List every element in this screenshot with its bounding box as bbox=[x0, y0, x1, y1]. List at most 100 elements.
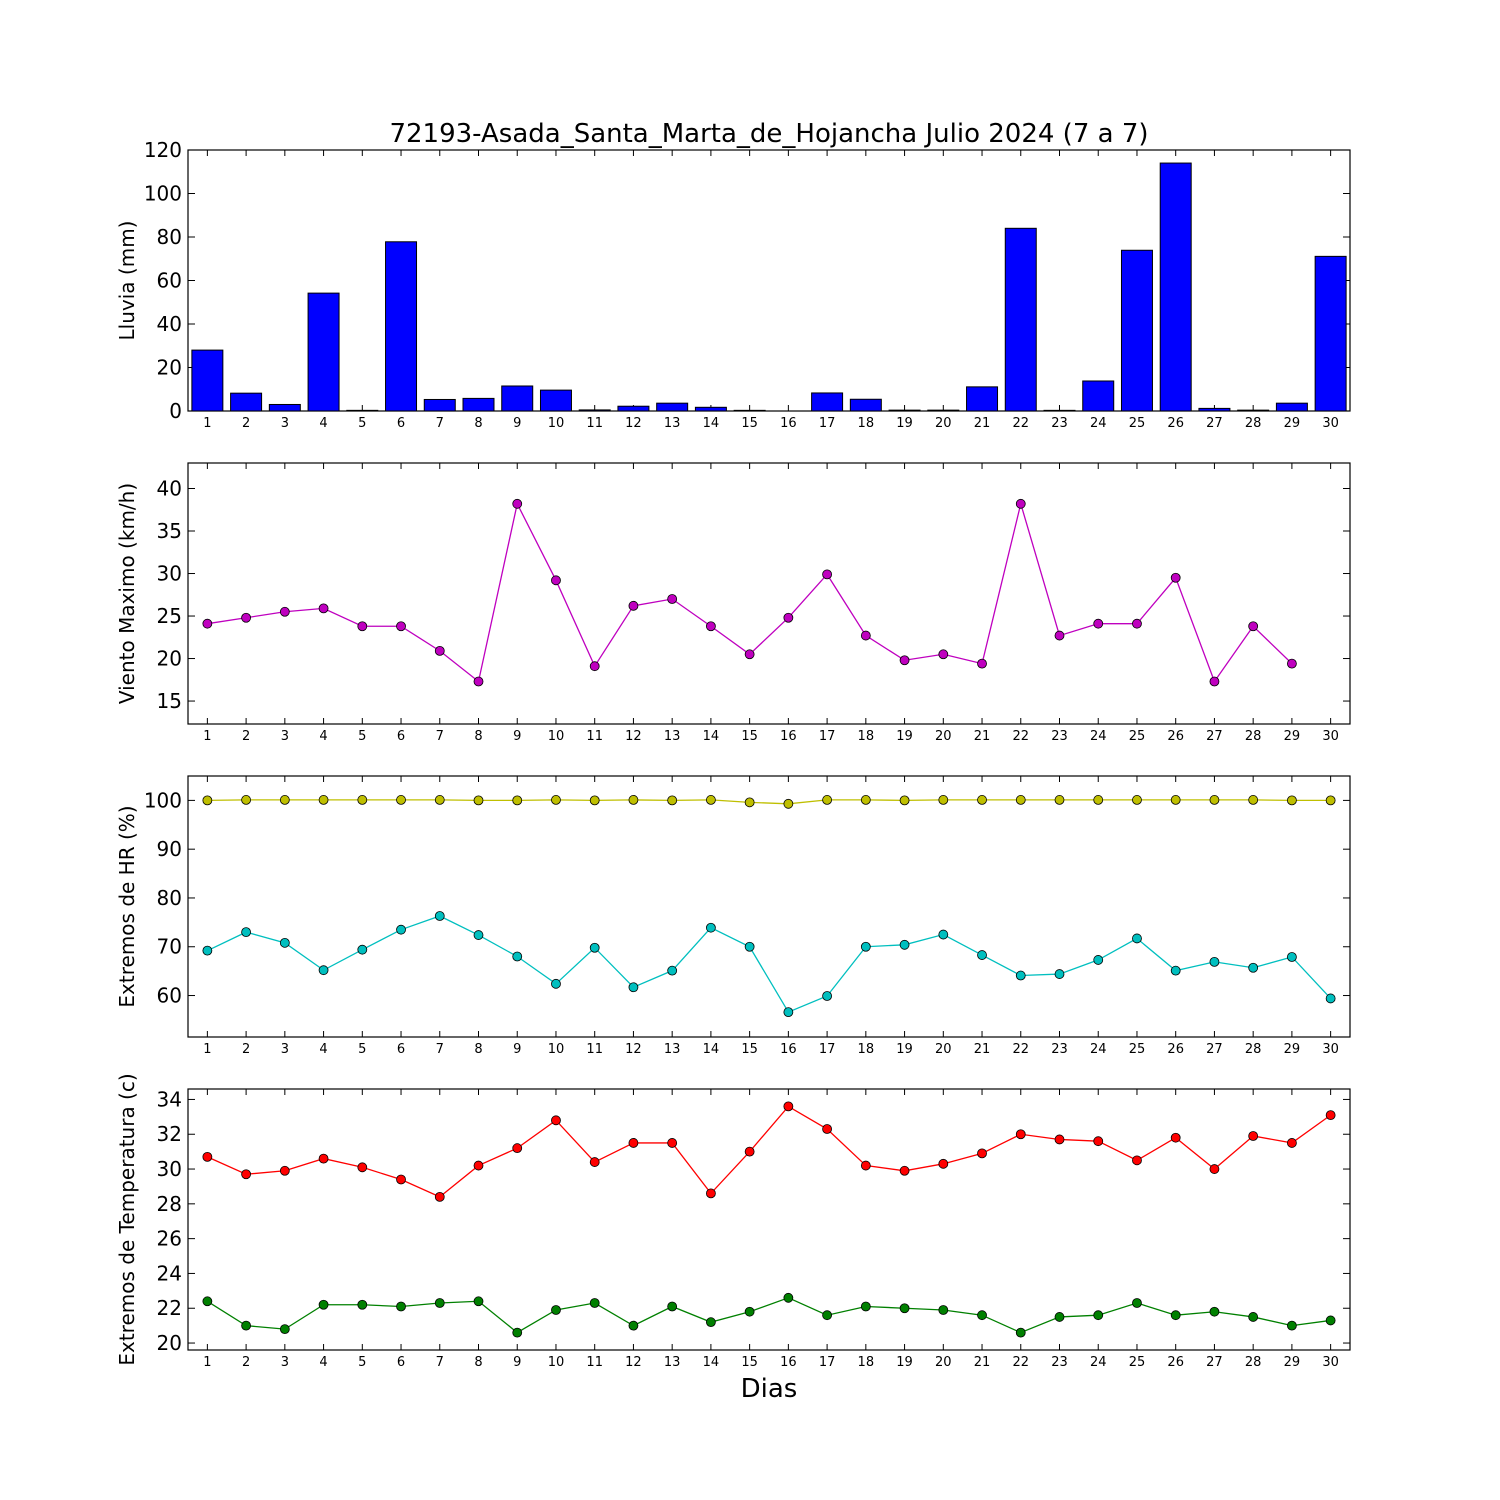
y-tick-label: 15 bbox=[157, 689, 182, 713]
data-point bbox=[434, 645, 445, 656]
data-point bbox=[860, 941, 871, 952]
x-tick-label: 4 bbox=[319, 416, 327, 431]
data-point bbox=[1170, 795, 1181, 805]
x-tick-label: 23 bbox=[1051, 1042, 1068, 1057]
data-point bbox=[783, 798, 794, 809]
x-tick-label: 1 bbox=[203, 729, 211, 744]
data-point bbox=[1132, 795, 1142, 805]
data-point bbox=[744, 797, 755, 808]
y-axis-label: Extremos de HR (%) bbox=[115, 805, 139, 1007]
data-point bbox=[938, 795, 949, 805]
data-point bbox=[667, 1301, 678, 1312]
bar bbox=[1237, 409, 1270, 412]
data-point bbox=[357, 944, 368, 955]
series-line bbox=[207, 1297, 1331, 1334]
data-point bbox=[744, 649, 755, 660]
data-point bbox=[1093, 795, 1104, 805]
x-tick-label: 25 bbox=[1129, 1355, 1146, 1370]
data-point bbox=[706, 1188, 716, 1199]
data-point bbox=[1170, 572, 1181, 583]
data-point bbox=[1209, 1164, 1220, 1174]
bar bbox=[268, 403, 301, 412]
x-tick-label: 27 bbox=[1206, 1355, 1223, 1370]
data-point bbox=[822, 1124, 832, 1134]
data-point bbox=[434, 1298, 445, 1308]
bar bbox=[501, 385, 534, 412]
data-point bbox=[396, 1301, 406, 1312]
series-line bbox=[207, 1105, 1332, 1198]
y-axis-label: Viento Maximo (km/h) bbox=[115, 483, 139, 704]
data-point bbox=[1170, 1132, 1181, 1143]
data-point bbox=[860, 1301, 871, 1312]
data-point bbox=[938, 929, 949, 940]
x-tick-label: 25 bbox=[1129, 1042, 1146, 1057]
data-point bbox=[744, 941, 755, 952]
x-tick-label: 21 bbox=[974, 1042, 991, 1057]
data-point bbox=[822, 795, 832, 805]
data-point bbox=[589, 1298, 600, 1308]
data-point bbox=[1325, 1315, 1336, 1326]
x-tick-label: 27 bbox=[1206, 1042, 1223, 1057]
x-tick-label: 25 bbox=[1129, 416, 1146, 431]
x-tick-label: 22 bbox=[1012, 729, 1029, 744]
x-tick-label: 22 bbox=[1012, 416, 1029, 431]
x-tick-label: 10 bbox=[548, 416, 565, 431]
data-point bbox=[628, 600, 639, 611]
data-point bbox=[396, 1174, 406, 1185]
data-point bbox=[783, 1007, 794, 1018]
x-axis-label: Dias bbox=[741, 1374, 798, 1404]
data-point bbox=[396, 795, 406, 805]
bar bbox=[1198, 407, 1231, 412]
data-point bbox=[473, 676, 484, 687]
data-point bbox=[744, 1146, 755, 1157]
bar bbox=[888, 409, 921, 412]
bar bbox=[694, 406, 727, 412]
data-point bbox=[512, 1143, 523, 1154]
data-point bbox=[1325, 795, 1336, 806]
x-tick-label: 26 bbox=[1167, 1355, 1184, 1370]
plot-frame bbox=[187, 462, 1351, 725]
data-point bbox=[241, 795, 252, 805]
x-tick-label: 13 bbox=[664, 1355, 681, 1370]
x-tick-label: 12 bbox=[625, 1355, 642, 1370]
data-point bbox=[1209, 1306, 1220, 1317]
bar bbox=[656, 402, 689, 412]
data-point bbox=[279, 1324, 290, 1335]
x-tick-label: 5 bbox=[358, 1355, 366, 1370]
x-tick-label: 23 bbox=[1051, 1355, 1068, 1370]
data-point bbox=[551, 1305, 561, 1315]
data-point bbox=[1132, 1155, 1142, 1166]
x-tick-label: 8 bbox=[474, 1355, 482, 1370]
y-tick-label: 20 bbox=[157, 1331, 182, 1355]
data-point bbox=[357, 1162, 368, 1173]
x-tick-label: 8 bbox=[474, 729, 482, 744]
x-tick-label: 3 bbox=[281, 416, 289, 431]
x-tick-label: 13 bbox=[664, 416, 681, 431]
y-tick-label: 80 bbox=[157, 225, 182, 249]
x-tick-label: 27 bbox=[1206, 729, 1223, 744]
data-point bbox=[357, 621, 368, 632]
y-tick-label: 0 bbox=[169, 399, 182, 423]
data-point bbox=[202, 1296, 213, 1307]
x-tick-label: 21 bbox=[974, 416, 991, 431]
bar bbox=[849, 398, 882, 412]
bar bbox=[539, 389, 572, 412]
data-point bbox=[434, 911, 445, 921]
data-point bbox=[783, 612, 794, 623]
data-point bbox=[899, 1165, 910, 1176]
y-tick-label: 30 bbox=[157, 562, 182, 586]
bar bbox=[1159, 162, 1192, 412]
data-point bbox=[1209, 676, 1220, 687]
data-point bbox=[279, 795, 290, 805]
data-point bbox=[628, 1138, 639, 1148]
data-point bbox=[473, 1160, 484, 1171]
x-tick-label: 5 bbox=[358, 416, 366, 431]
x-tick-label: 1 bbox=[203, 1042, 211, 1057]
data-point bbox=[977, 658, 987, 669]
data-point bbox=[589, 795, 600, 806]
data-point bbox=[318, 795, 329, 805]
data-point bbox=[744, 1306, 755, 1317]
x-tick-label: 18 bbox=[858, 416, 875, 431]
x-tick-label: 6 bbox=[397, 729, 405, 744]
